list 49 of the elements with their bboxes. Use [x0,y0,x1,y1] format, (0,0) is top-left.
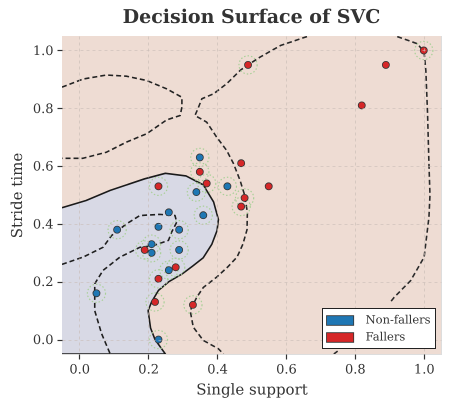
x-tick-label: 1.0 [414,362,435,378]
point [414,40,434,60]
point [218,176,238,196]
point [382,60,390,69]
point [107,220,127,240]
point [234,188,254,208]
point [142,234,162,254]
chart-title: Decision Surface of SVC [122,6,380,28]
y-tick-label: 1.0 [32,44,54,59]
y-tick-label: 0.4 [32,217,54,232]
point [197,174,216,194]
x-tick-label: 0.8 [345,362,366,378]
point [190,148,210,168]
point [358,101,366,110]
point [142,243,162,262]
y-tick-label: 0.2 [32,275,54,290]
legend-label: Non-fallers [366,312,431,326]
point [194,206,213,225]
point [238,55,258,75]
y-tick-label: 0.0 [32,333,54,348]
point [86,284,106,303]
point [154,222,162,231]
y-tick-label: 0.6 [32,160,54,175]
point [169,220,189,240]
point [159,260,178,280]
x-tick-label: 0.6 [276,362,297,378]
legend-label: Fallers [366,330,406,344]
x-tick-label: 0.4 [207,362,228,378]
line-series [189,36,308,354]
point [148,269,168,288]
point [231,196,251,216]
x-tick-label: 0.2 [138,362,159,378]
point [145,292,165,312]
point [186,182,206,202]
point [183,295,203,315]
x-axis-title: Single support [196,380,308,398]
line-series [62,74,183,160]
point [190,162,210,182]
point [237,159,246,168]
point [169,240,189,260]
point [135,240,154,260]
point [166,258,186,277]
y-axis-title: Stride time [8,152,26,238]
point [264,182,273,190]
y-tick-label: 0.8 [32,102,54,117]
point [164,208,173,216]
x-tick-label: 0.0 [69,362,90,378]
point [148,176,168,196]
point [148,330,168,350]
